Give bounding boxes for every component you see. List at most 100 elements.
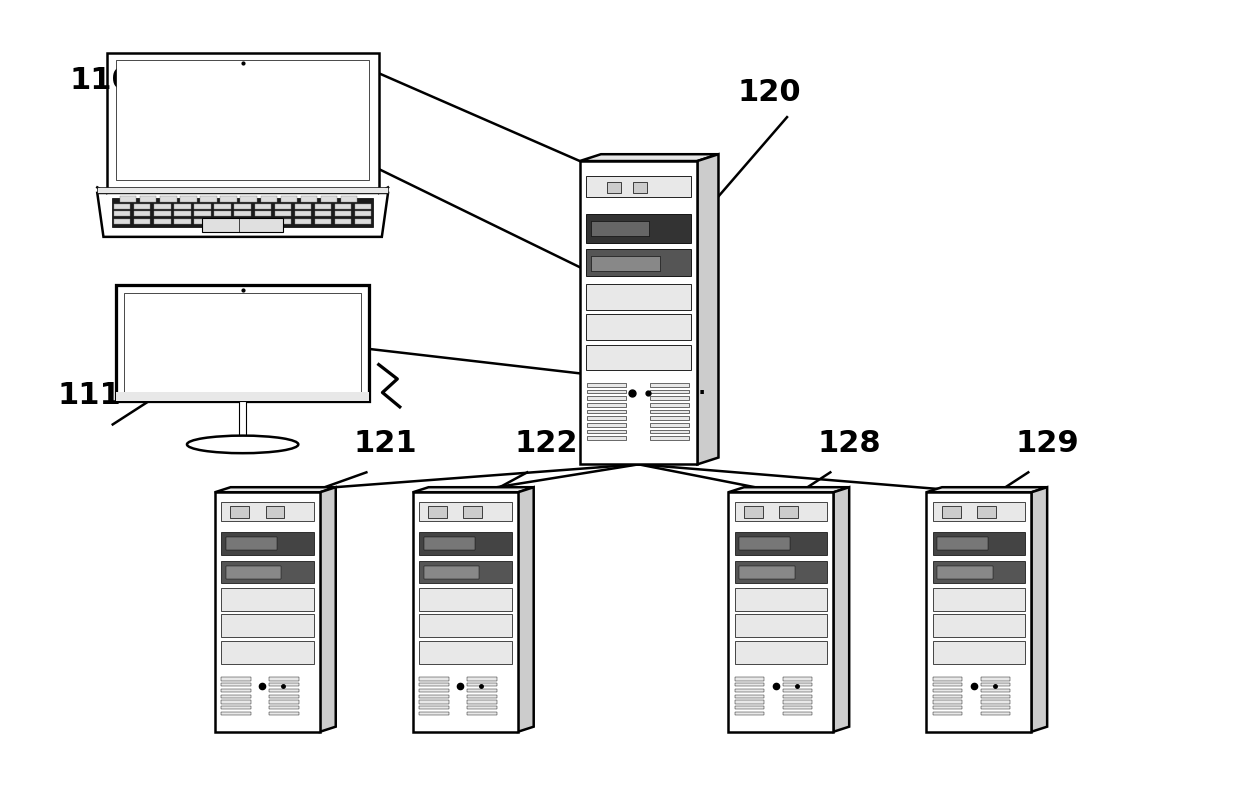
FancyBboxPatch shape: [419, 683, 449, 686]
Polygon shape: [215, 487, 336, 493]
FancyBboxPatch shape: [180, 196, 197, 202]
FancyBboxPatch shape: [221, 700, 250, 703]
FancyBboxPatch shape: [221, 532, 314, 554]
FancyBboxPatch shape: [115, 285, 370, 400]
FancyBboxPatch shape: [221, 706, 250, 709]
FancyBboxPatch shape: [941, 505, 961, 518]
FancyBboxPatch shape: [419, 502, 512, 521]
FancyBboxPatch shape: [226, 566, 281, 579]
FancyBboxPatch shape: [932, 588, 1025, 611]
FancyBboxPatch shape: [321, 196, 337, 202]
FancyBboxPatch shape: [221, 641, 314, 663]
FancyBboxPatch shape: [467, 678, 497, 681]
FancyBboxPatch shape: [734, 712, 764, 715]
FancyBboxPatch shape: [154, 211, 171, 216]
FancyBboxPatch shape: [221, 502, 314, 521]
FancyBboxPatch shape: [650, 383, 689, 387]
FancyBboxPatch shape: [295, 204, 311, 209]
FancyBboxPatch shape: [269, 694, 299, 698]
FancyBboxPatch shape: [269, 712, 299, 715]
FancyBboxPatch shape: [467, 689, 497, 692]
FancyBboxPatch shape: [585, 344, 692, 370]
FancyBboxPatch shape: [134, 219, 150, 223]
FancyBboxPatch shape: [734, 678, 764, 681]
FancyBboxPatch shape: [734, 532, 827, 554]
Text: 122: 122: [515, 429, 578, 458]
FancyBboxPatch shape: [606, 182, 621, 193]
FancyBboxPatch shape: [782, 689, 812, 692]
FancyBboxPatch shape: [782, 683, 812, 686]
FancyBboxPatch shape: [932, 614, 1025, 637]
FancyBboxPatch shape: [97, 187, 388, 193]
FancyBboxPatch shape: [254, 204, 272, 209]
FancyBboxPatch shape: [221, 712, 250, 715]
FancyBboxPatch shape: [585, 284, 692, 310]
FancyBboxPatch shape: [744, 505, 763, 518]
FancyBboxPatch shape: [202, 218, 284, 232]
FancyBboxPatch shape: [215, 211, 231, 216]
FancyBboxPatch shape: [782, 678, 812, 681]
FancyBboxPatch shape: [201, 196, 217, 202]
FancyBboxPatch shape: [782, 700, 812, 703]
FancyBboxPatch shape: [650, 410, 689, 413]
FancyBboxPatch shape: [419, 561, 512, 583]
FancyBboxPatch shape: [591, 256, 660, 271]
FancyBboxPatch shape: [587, 383, 626, 387]
FancyBboxPatch shape: [269, 689, 299, 692]
Text: 128: 128: [818, 429, 882, 458]
FancyBboxPatch shape: [585, 314, 692, 340]
FancyBboxPatch shape: [269, 678, 299, 681]
FancyBboxPatch shape: [231, 505, 249, 518]
FancyBboxPatch shape: [341, 196, 357, 202]
FancyBboxPatch shape: [419, 678, 449, 681]
FancyBboxPatch shape: [587, 403, 626, 407]
FancyBboxPatch shape: [591, 221, 649, 235]
FancyBboxPatch shape: [977, 505, 996, 518]
FancyBboxPatch shape: [215, 493, 320, 732]
FancyBboxPatch shape: [734, 502, 827, 521]
FancyBboxPatch shape: [215, 219, 231, 223]
FancyBboxPatch shape: [932, 712, 962, 715]
FancyBboxPatch shape: [419, 706, 449, 709]
FancyBboxPatch shape: [467, 706, 497, 709]
FancyBboxPatch shape: [114, 211, 130, 216]
FancyBboxPatch shape: [419, 588, 512, 611]
FancyBboxPatch shape: [234, 219, 250, 223]
FancyBboxPatch shape: [221, 614, 314, 637]
FancyBboxPatch shape: [585, 214, 692, 243]
FancyBboxPatch shape: [467, 683, 497, 686]
FancyBboxPatch shape: [932, 694, 962, 698]
FancyBboxPatch shape: [254, 211, 272, 216]
FancyBboxPatch shape: [587, 423, 626, 427]
FancyBboxPatch shape: [981, 689, 1011, 692]
FancyBboxPatch shape: [739, 566, 795, 579]
Polygon shape: [97, 193, 388, 237]
Polygon shape: [926, 487, 1047, 493]
FancyBboxPatch shape: [269, 700, 299, 703]
FancyBboxPatch shape: [413, 493, 518, 732]
FancyBboxPatch shape: [779, 505, 797, 518]
FancyBboxPatch shape: [335, 204, 351, 209]
FancyBboxPatch shape: [464, 505, 482, 518]
FancyBboxPatch shape: [587, 390, 626, 393]
FancyBboxPatch shape: [981, 683, 1011, 686]
FancyBboxPatch shape: [115, 392, 370, 400]
Polygon shape: [320, 487, 336, 732]
FancyBboxPatch shape: [467, 712, 497, 715]
FancyBboxPatch shape: [932, 678, 962, 681]
FancyBboxPatch shape: [739, 537, 790, 550]
FancyBboxPatch shape: [195, 204, 211, 209]
FancyBboxPatch shape: [124, 293, 361, 395]
FancyBboxPatch shape: [634, 182, 647, 193]
FancyBboxPatch shape: [335, 211, 351, 216]
FancyBboxPatch shape: [355, 211, 371, 216]
FancyBboxPatch shape: [467, 694, 497, 698]
FancyBboxPatch shape: [280, 196, 298, 202]
FancyBboxPatch shape: [269, 706, 299, 709]
FancyBboxPatch shape: [117, 59, 368, 180]
FancyBboxPatch shape: [728, 493, 833, 732]
FancyBboxPatch shape: [782, 712, 812, 715]
FancyBboxPatch shape: [174, 211, 191, 216]
FancyBboxPatch shape: [174, 219, 191, 223]
FancyBboxPatch shape: [734, 588, 827, 611]
